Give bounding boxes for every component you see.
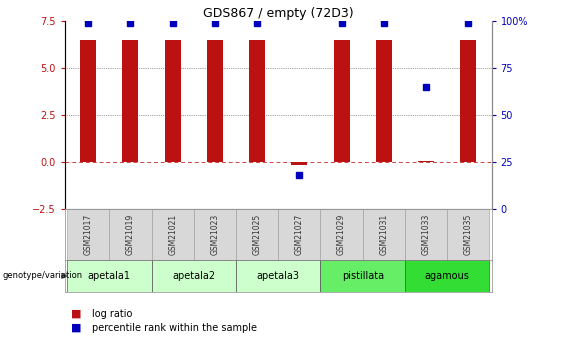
Text: GSM21025: GSM21025 (253, 214, 262, 255)
Bar (278, 209, 320, 260)
Bar (320, 260, 405, 292)
Text: genotype/variation: genotype/variation (3, 272, 83, 280)
Bar (207, 39, 223, 162)
Text: GSM21017: GSM21017 (84, 214, 93, 255)
Text: GSM21033: GSM21033 (421, 214, 431, 255)
Bar (194, 209, 236, 260)
Text: percentile rank within the sample: percentile rank within the sample (92, 323, 257, 333)
Text: GSM21027: GSM21027 (295, 214, 304, 255)
Text: GSM21019: GSM21019 (126, 214, 135, 255)
Title: GDS867 / empty (72D3): GDS867 / empty (72D3) (203, 7, 354, 20)
Bar (80, 39, 96, 162)
Bar (67, 260, 151, 292)
Bar (320, 209, 363, 260)
Bar (164, 39, 181, 162)
Bar (236, 209, 278, 260)
Text: agamous: agamous (425, 271, 470, 281)
Text: ■: ■ (71, 309, 81, 319)
Bar (67, 209, 109, 260)
Text: GSM21023: GSM21023 (210, 214, 219, 255)
Bar (109, 209, 151, 260)
Text: GSM21031: GSM21031 (379, 214, 388, 255)
Bar (236, 260, 320, 292)
Bar (292, 162, 307, 165)
Bar (376, 39, 392, 162)
Bar (123, 39, 138, 162)
Bar (151, 209, 194, 260)
Bar (363, 209, 405, 260)
Bar (151, 260, 236, 292)
Text: pistillata: pistillata (342, 271, 384, 281)
Text: apetala3: apetala3 (257, 271, 300, 281)
Text: GSM21029: GSM21029 (337, 214, 346, 255)
Text: log ratio: log ratio (92, 309, 132, 319)
Text: ■: ■ (71, 323, 81, 333)
Bar (249, 39, 265, 162)
Text: apetala1: apetala1 (88, 271, 131, 281)
Text: GSM21035: GSM21035 (464, 214, 473, 255)
Bar (447, 209, 489, 260)
Bar (418, 161, 434, 162)
Bar (333, 39, 350, 162)
Bar (405, 260, 489, 292)
Text: GSM21021: GSM21021 (168, 214, 177, 255)
Text: apetala2: apetala2 (172, 271, 215, 281)
Bar (460, 39, 476, 162)
Bar (405, 209, 447, 260)
